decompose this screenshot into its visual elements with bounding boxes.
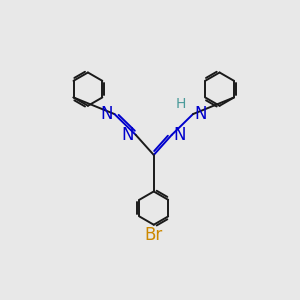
Text: Br: Br (145, 226, 163, 244)
Text: N: N (174, 126, 186, 144)
Text: H: H (176, 98, 186, 111)
Text: N: N (195, 105, 207, 123)
Text: N: N (100, 105, 112, 123)
Text: N: N (122, 126, 134, 144)
